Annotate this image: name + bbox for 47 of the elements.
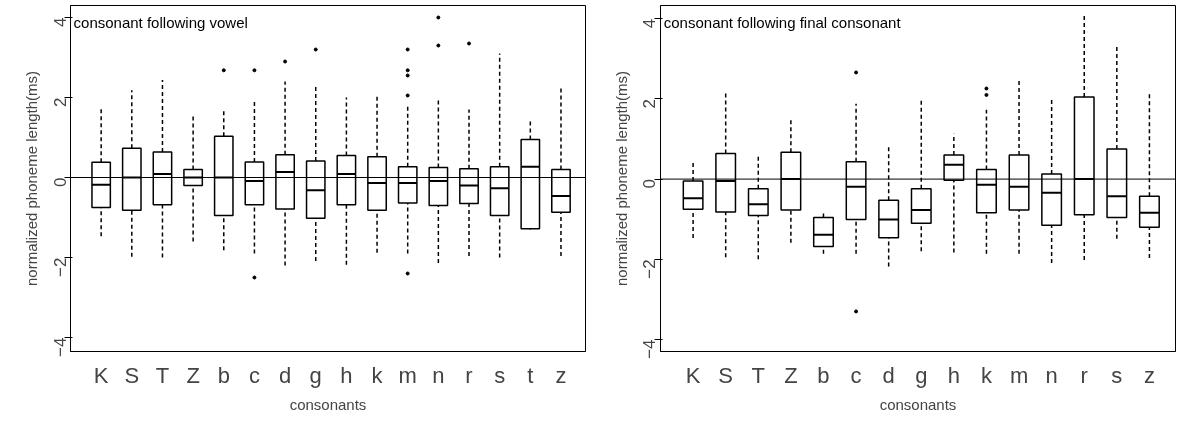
x-tick-label: m bbox=[398, 362, 417, 388]
y-tick-label: 4 bbox=[640, 18, 660, 29]
x-axis-title: consonants bbox=[879, 395, 957, 413]
annotation: consonant following final consonant bbox=[663, 13, 902, 31]
x-tick-label: n bbox=[1045, 362, 1058, 388]
x-tick-label: z bbox=[555, 362, 567, 388]
x-tick-label: K bbox=[93, 362, 109, 388]
x-tick-label: K bbox=[685, 362, 701, 388]
y-tick-label: −2 bbox=[640, 259, 660, 279]
x-tick-label: k bbox=[371, 362, 384, 388]
y-tick-label: 0 bbox=[50, 177, 70, 187]
x-tick-label: c bbox=[850, 362, 862, 388]
y-tick-label: 4 bbox=[50, 17, 70, 27]
x-tick-label: Z bbox=[784, 362, 798, 388]
x-tick-label: S bbox=[718, 362, 734, 388]
x-tick-label: d bbox=[278, 362, 292, 388]
x-tick-label: z bbox=[1143, 362, 1155, 388]
x-tick-label: s bbox=[494, 362, 506, 388]
x-axis-title: consonants bbox=[289, 395, 367, 413]
x-tick-label: g bbox=[309, 362, 322, 388]
x-tick-label: r bbox=[465, 362, 473, 388]
x-tick-label: g bbox=[915, 362, 928, 388]
x-tick-label: d bbox=[882, 362, 895, 388]
x-tick-label: T bbox=[155, 362, 170, 388]
y-tick-label: −4 bbox=[640, 339, 660, 359]
y-axis-title: normalized phoneme length(ms) bbox=[612, 70, 630, 287]
y-tick-label: 0 bbox=[640, 179, 660, 189]
x-tick-label: S bbox=[124, 362, 140, 388]
x-tick-label: n bbox=[432, 362, 445, 388]
y-tick-label: 2 bbox=[640, 98, 660, 109]
y-axis-title: normalized phoneme length(ms) bbox=[22, 70, 40, 287]
x-tick-label: T bbox=[751, 362, 766, 388]
y-tick-label: −2 bbox=[50, 257, 70, 277]
x-tick-label: r bbox=[1080, 362, 1088, 388]
x-tick-label: s bbox=[1111, 362, 1123, 388]
x-tick-label: Z bbox=[186, 362, 200, 388]
x-tick-label: m bbox=[1009, 362, 1029, 388]
x-tick-label: c bbox=[248, 362, 260, 388]
x-tick-label: b bbox=[217, 362, 230, 388]
x-tick-label: k bbox=[980, 362, 993, 388]
x-tick-label: b bbox=[817, 362, 830, 388]
annotation: consonant following vowel bbox=[73, 13, 248, 31]
y-tick-label: −4 bbox=[50, 337, 70, 357]
x-tick-label: t bbox=[527, 362, 534, 388]
y-tick-label: 2 bbox=[50, 97, 70, 107]
x-tick-label: h bbox=[947, 362, 960, 388]
x-tick-label: h bbox=[340, 362, 353, 388]
